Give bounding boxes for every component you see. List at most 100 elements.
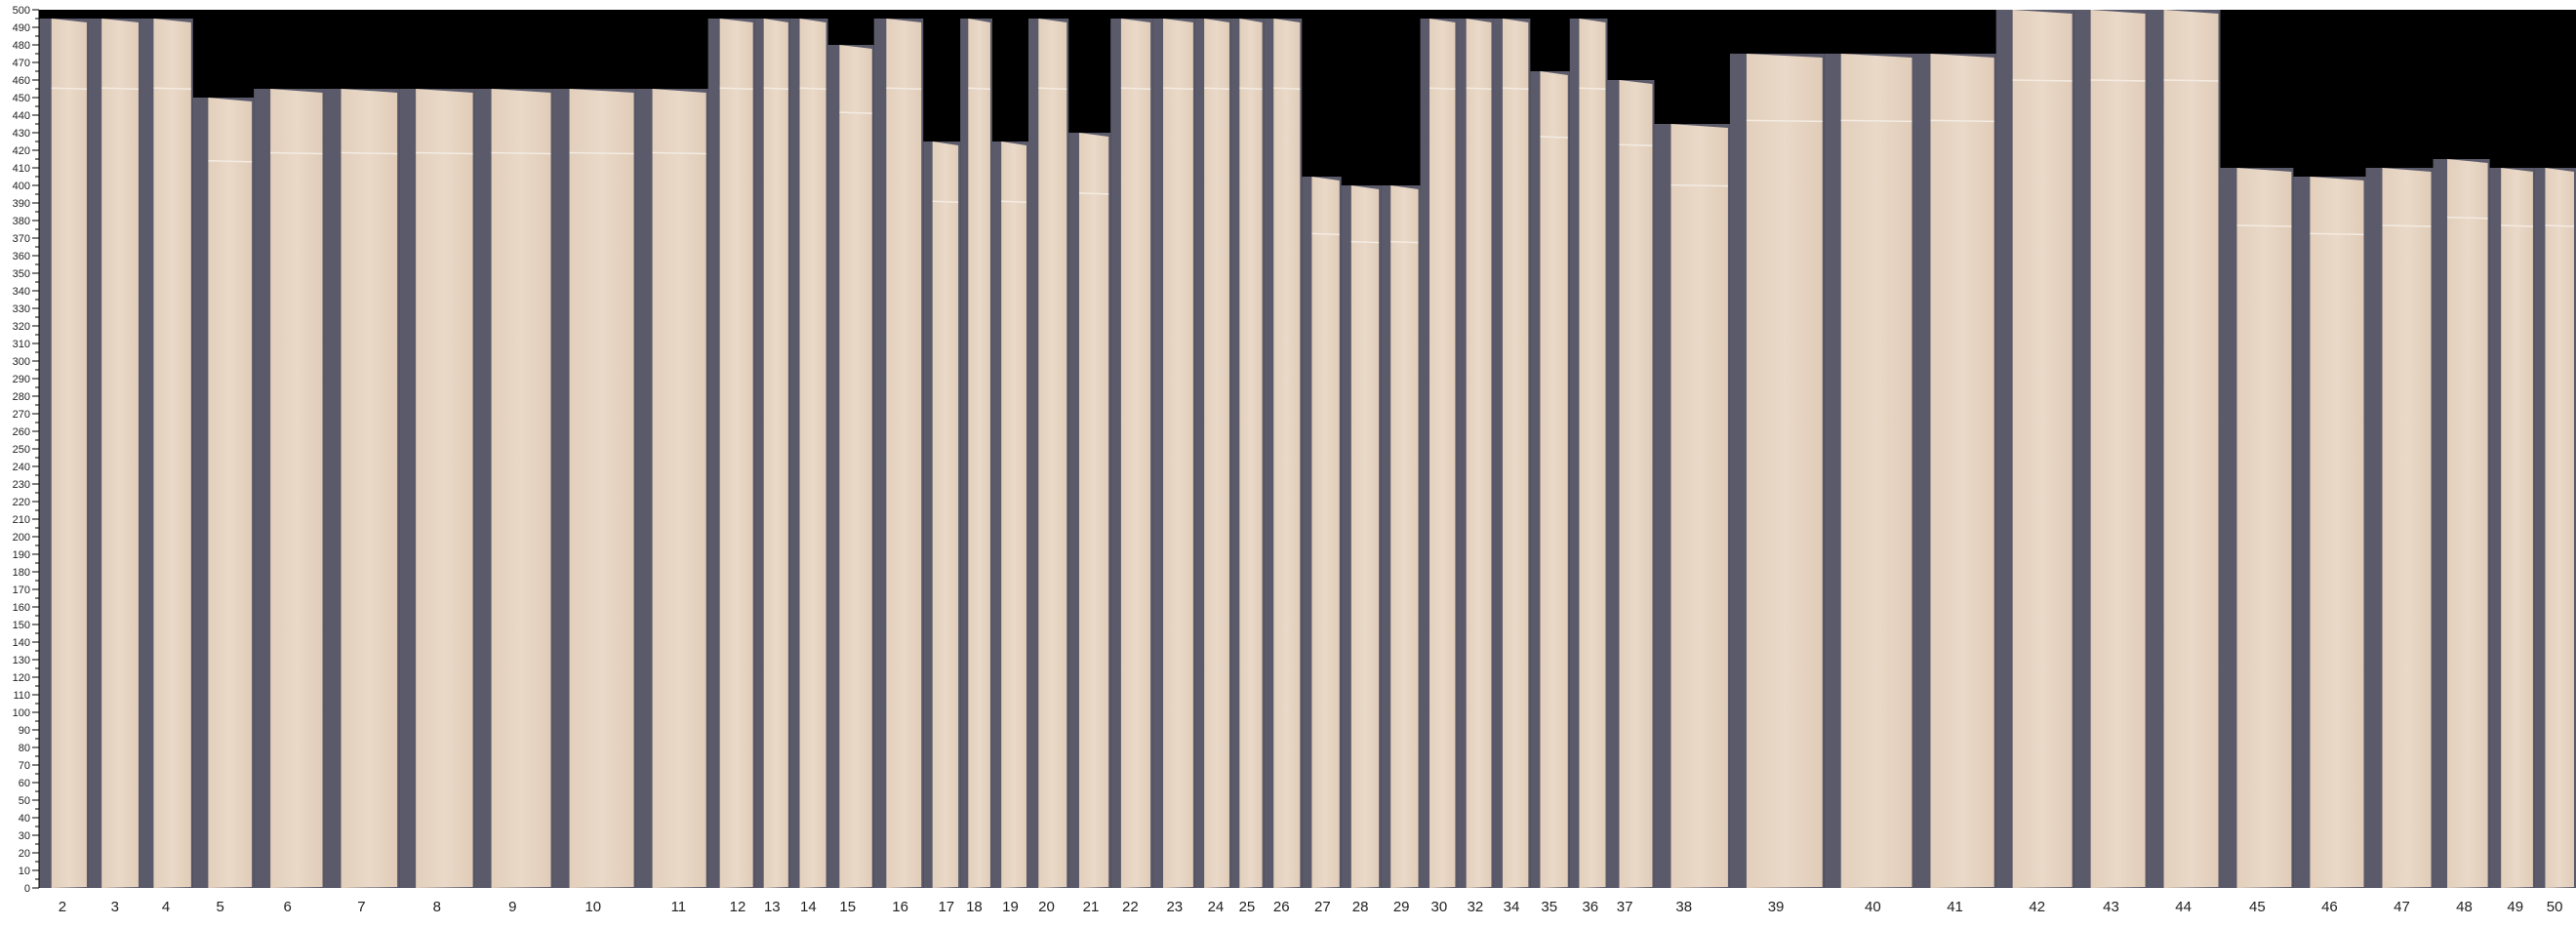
- sheet-34: [1493, 19, 1531, 888]
- x-tick-label: 45: [2249, 899, 2266, 915]
- sheet-bar: [932, 141, 959, 888]
- sheet-bar: [341, 89, 398, 888]
- y-tick-label: 220: [13, 497, 30, 508]
- sheet-bar: [968, 19, 990, 888]
- x-tick-label: 10: [584, 899, 601, 915]
- sheet-bar: [2163, 10, 2219, 888]
- y-tick-label: 330: [13, 303, 30, 315]
- y-tick-label: 470: [13, 58, 30, 69]
- y-tick-label: 400: [13, 181, 30, 192]
- sheet-seam: [1840, 119, 1912, 123]
- x-tick-label: 32: [1468, 899, 1484, 915]
- x-tick-label: 35: [1541, 899, 1557, 915]
- sheet-bar: [839, 45, 872, 888]
- y-tick-label: 370: [13, 233, 30, 245]
- y-tick-label: 310: [13, 339, 30, 350]
- sheet-18: [960, 19, 992, 888]
- x-tick-label: 26: [1273, 899, 1290, 915]
- sheet-seam: [1746, 119, 1823, 123]
- sheet-40: [1824, 54, 1914, 888]
- sheet-bar: [1078, 133, 1109, 888]
- sheet-seam: [1390, 240, 1419, 244]
- x-axis: 2 3 4 5 6 7 8 9 10 11 12 13 14 15 16 17 18 19 20 21 22 23 24 25…: [59, 899, 2563, 915]
- y-tick-label: 100: [13, 707, 30, 719]
- sheet-bar: [1311, 177, 1340, 888]
- y-tick-label: 80: [19, 743, 30, 754]
- sheet-bar: [270, 89, 323, 888]
- sheet-bar: [416, 89, 473, 888]
- sheet-seam: [1540, 136, 1568, 139]
- sheet-seam: [270, 151, 323, 155]
- sheet-47: [2365, 168, 2434, 888]
- sheet-bar: [2447, 159, 2488, 888]
- sheet-bar: [1038, 19, 1067, 888]
- sheet-seam: [491, 151, 551, 155]
- sheet-seam: [839, 111, 872, 114]
- sheet-2: [39, 19, 89, 888]
- sheet-seam: [2236, 224, 2292, 227]
- x-tick-label: 28: [1352, 899, 1369, 915]
- sheet-8: [399, 89, 475, 888]
- y-tick-label: 350: [13, 268, 30, 280]
- x-tick-label: 7: [357, 899, 365, 915]
- y-tick-label: 300: [13, 356, 30, 368]
- sheet-bar: [1204, 19, 1229, 888]
- y-tick-label: 150: [13, 620, 30, 631]
- x-tick-label: 49: [2507, 899, 2523, 915]
- sheet-21: [1068, 133, 1111, 888]
- y-tick-label: 90: [19, 725, 30, 737]
- sheet-bar: [1540, 71, 1568, 888]
- sheet-bar: [1390, 185, 1419, 888]
- sheet-17: [923, 141, 961, 888]
- sheet-seam: [153, 87, 191, 91]
- sheet-25: [1230, 19, 1265, 888]
- sheet-bar: [2090, 10, 2146, 888]
- sheet-bar: [886, 19, 922, 888]
- sheet-bar: [1619, 80, 1653, 888]
- sheet-seam: [1120, 87, 1151, 91]
- sheet-seam: [1350, 240, 1380, 244]
- sheet-49: [2489, 168, 2535, 888]
- x-tick-label: 22: [1122, 899, 1139, 915]
- sheet-bar: [1579, 19, 1606, 888]
- sheet-11: [635, 89, 708, 888]
- sheet-bar: [491, 89, 551, 888]
- sheet-seam: [1204, 87, 1229, 91]
- sheet-29: [1381, 185, 1421, 888]
- sheet-bar: [2310, 177, 2364, 888]
- x-tick-label: 21: [1083, 899, 1100, 915]
- x-tick-label: 46: [2321, 899, 2338, 915]
- y-tick-label: 10: [19, 866, 30, 877]
- sheet-seam: [1001, 200, 1027, 203]
- sheet-bar: [1273, 19, 1301, 888]
- y-tick-label: 130: [13, 655, 30, 666]
- sheet-bar: [569, 89, 634, 888]
- sheet-bar: [652, 89, 706, 888]
- x-tick-label: 30: [1431, 899, 1448, 915]
- y-tick-label: 0: [24, 883, 30, 895]
- x-tick-label: 13: [764, 899, 781, 915]
- sheet-seam: [2163, 79, 2219, 82]
- y-tick-label: 110: [13, 690, 30, 702]
- x-tick-label: 14: [800, 899, 817, 915]
- sheet-bar: [1930, 54, 1994, 888]
- y-tick-label: 390: [13, 198, 30, 210]
- sheet-37: [1607, 80, 1655, 888]
- sheet-seam: [51, 87, 87, 91]
- sheet-bar: [101, 19, 139, 888]
- sheet-32: [1457, 19, 1494, 888]
- sheet-30: [1420, 19, 1458, 888]
- sheet-bar: [1001, 141, 1026, 888]
- x-tick-label: 12: [730, 899, 746, 915]
- x-tick-label: 38: [1675, 899, 1692, 915]
- sheet-bar: [763, 19, 788, 888]
- sheet-6: [254, 89, 325, 888]
- x-tick-label: 4: [162, 899, 170, 915]
- y-tick-label: 230: [13, 479, 30, 491]
- y-tick-label: 180: [13, 567, 30, 579]
- sheet-seam: [2090, 79, 2146, 82]
- sheet-bar: [153, 19, 191, 888]
- sheet-seam: [569, 151, 634, 155]
- y-axis: 0 10 20 30 40 50 60 70 80 90 100 110 120 130 140 150 160…: [13, 5, 40, 895]
- x-tick-label: 47: [2394, 899, 2410, 915]
